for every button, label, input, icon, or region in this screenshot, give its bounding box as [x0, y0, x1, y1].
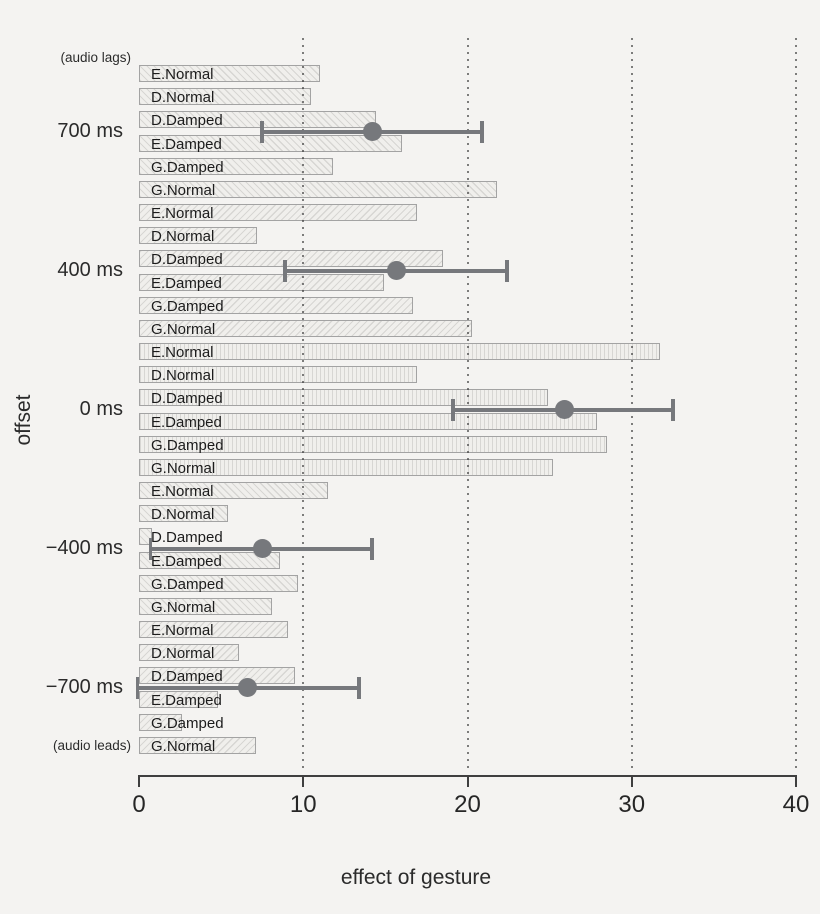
mean-dot [387, 261, 407, 280]
x-axis-tick [302, 775, 305, 787]
bar-label: E.Damped [151, 413, 222, 431]
bar [139, 273, 384, 291]
bar [139, 250, 443, 268]
x-axis-tick [466, 775, 469, 787]
bar-label: D.Normal [151, 89, 215, 107]
bar-label: G.Normal [151, 182, 216, 199]
error-bar-cap [450, 398, 455, 421]
x-axis-tick-label: 20 [454, 791, 481, 818]
gridline [630, 38, 633, 770]
bar [139, 181, 498, 198]
bar-label: E.Normal [151, 483, 214, 500]
error-bar-cap [357, 676, 361, 699]
error-bar-cap [671, 398, 675, 421]
mean-dot [252, 539, 272, 558]
bar-label: G.Normal [151, 460, 216, 477]
bar [139, 737, 256, 754]
error-bar-cap [370, 537, 375, 560]
offset-group-label: −400 ms [45, 536, 123, 559]
bar [139, 65, 320, 82]
gridline [795, 38, 797, 770]
mean-dot [554, 400, 574, 419]
x-axis-title: effect of gesture [340, 866, 492, 889]
bar [139, 111, 376, 129]
bar-label: D.Damped [151, 668, 223, 686]
bar-label: E.Normal [151, 66, 214, 83]
x-axis-tick-label: 30 [618, 791, 646, 818]
bar [139, 690, 218, 708]
bar-label: E.Normal [151, 205, 214, 222]
x-axis-tick [795, 775, 797, 787]
bar [139, 621, 289, 638]
x-axis-tick-label: 0 [132, 791, 146, 818]
offset-group-label: −700 ms [45, 675, 123, 698]
error-bar-cap [260, 120, 264, 143]
offset-group-label: 0 ms [79, 397, 123, 420]
bar-label: G.Damped [151, 575, 224, 593]
bar-label: D.Damped [151, 529, 223, 547]
bar-label: E.Damped [151, 691, 222, 709]
bar [139, 343, 660, 360]
bar-label: D.Normal [151, 506, 215, 524]
offset-group-label: 400 ms [57, 258, 123, 281]
bar [139, 667, 296, 685]
bar [139, 644, 240, 662]
bar-label: E.Damped [151, 135, 222, 153]
bar-label: D.Normal [151, 645, 215, 663]
bar [139, 713, 182, 731]
bar-label: E.Damped [151, 274, 222, 292]
error-bar-cap [480, 120, 485, 143]
bar [139, 389, 548, 407]
bar [139, 482, 328, 499]
bar [139, 366, 417, 384]
bar-label: D.Damped [151, 251, 223, 269]
x-axis-tick-label: 40 [782, 791, 810, 818]
mean-dot [362, 122, 382, 141]
bar [139, 320, 473, 337]
bar [139, 412, 598, 430]
error-bar-cap [505, 259, 509, 282]
bar-label: G.Damped [151, 158, 224, 176]
bar-label: E.Damped [151, 552, 222, 570]
bar-label: D.Damped [151, 112, 223, 130]
bar [139, 551, 281, 569]
bar [139, 204, 417, 221]
bar-label: D.Damped [151, 390, 223, 408]
bar [139, 435, 608, 453]
bar [139, 296, 414, 314]
bar-label: G.Normal [151, 738, 216, 755]
audio-leads-label: (audio leads) [52, 738, 131, 753]
bar-label: D.Normal [151, 367, 215, 385]
bar [139, 88, 312, 106]
bar [139, 459, 553, 476]
bar [139, 505, 228, 523]
bar-label: G.Damped [151, 297, 224, 315]
bar [139, 574, 299, 592]
x-axis-tick [138, 775, 140, 787]
bar [139, 157, 333, 175]
bar-label: E.Normal [151, 344, 214, 361]
mean-dot [237, 678, 257, 697]
bar [139, 598, 273, 615]
bar-label: D.Normal [151, 228, 215, 246]
bar-label: G.Damped [151, 436, 224, 454]
error-bar-cap [135, 676, 140, 699]
bar-label: G.Damped [151, 714, 224, 732]
error-bar-cap [148, 537, 153, 560]
bar [139, 134, 402, 152]
x-axis-tick-label: 10 [289, 791, 317, 818]
bar-label: E.Normal [151, 622, 214, 639]
offset-group-label: 700 ms [57, 119, 123, 142]
bar-label: G.Normal [151, 599, 216, 616]
x-axis-tick [630, 775, 633, 787]
bar-label: G.Normal [151, 321, 216, 338]
bar [139, 227, 258, 245]
error-bar-cap [283, 259, 287, 282]
audio-lags-label: (audio lags) [60, 50, 131, 65]
